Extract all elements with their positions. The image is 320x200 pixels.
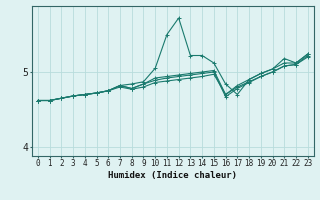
X-axis label: Humidex (Indice chaleur): Humidex (Indice chaleur) — [108, 171, 237, 180]
